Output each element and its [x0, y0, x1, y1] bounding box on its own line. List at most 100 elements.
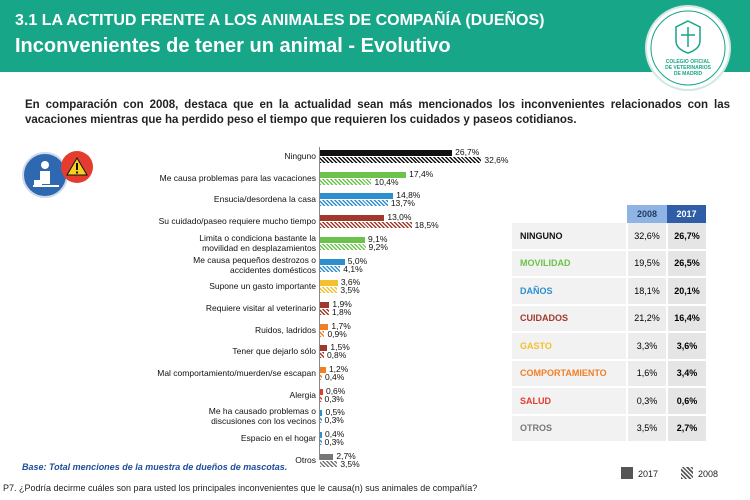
category-label: Otros — [295, 454, 316, 465]
base-note: Base: Total menciones de la muestra de d… — [22, 462, 288, 472]
legend-label-2008: 2008 — [698, 469, 719, 479]
bar-2017 — [320, 323, 329, 330]
value-label-2008: 0,3% — [324, 393, 344, 404]
value-label-2017: 2,7% — [336, 450, 356, 461]
table-row-label: SALUD — [512, 387, 627, 416]
value-label-2008: 1,8% — [331, 306, 352, 317]
category-label: Espacio en el hogar — [240, 433, 316, 444]
category-label: Supone un gasto importante — [209, 281, 316, 292]
value-label-2017: 3,6% — [340, 277, 361, 288]
value-label-2008: 9,2% — [368, 241, 388, 252]
table-row: COMPORTAMIENTO 1,6% 3,4% — [512, 359, 706, 388]
bar-2008 — [320, 222, 412, 229]
logo-text-line: COLEGIO OFICIAL — [665, 59, 711, 65]
table-cell-2008: 21,2% — [626, 304, 667, 333]
table-cell-2017: 0,6% — [666, 387, 706, 416]
bar-2008 — [320, 243, 366, 250]
table-row-label: COMPORTAMIENTO — [512, 359, 627, 388]
value-label-2017: 0,4% — [324, 429, 345, 440]
value-label-2017: 17,4% — [409, 168, 434, 179]
bar-2008 — [320, 308, 329, 315]
table-row-label: GASTO — [512, 332, 627, 361]
value-label-2017: 0,6% — [325, 385, 346, 396]
table-cell-2017: 3,6% — [666, 332, 706, 361]
table-row-label: MOVILIDAD — [512, 249, 627, 278]
value-label-2008: 0,8% — [326, 350, 347, 361]
summary-table: 2008 2017 NINGUNO 32,6% 26,7% MOVILIDAD 19,5… — [512, 205, 706, 443]
table-cell-2017: 20,1% — [666, 277, 706, 306]
value-label-2017: 1,5% — [330, 342, 350, 353]
category-label: Limita o condiciona bastante la movilida… — [199, 232, 316, 253]
value-label-2017: 9,1% — [368, 233, 388, 244]
table-cell-2008: 18,1% — [626, 277, 667, 306]
category-label: Me ha causado problemas o discusiones co… — [208, 406, 316, 427]
value-label-2008: 0,4% — [324, 372, 345, 382]
table-cell-2008: 3,5% — [626, 414, 667, 443]
table-cell-2008: 19,5% — [626, 249, 667, 278]
table-cell-2017: 26,5% — [666, 249, 706, 278]
table-cell-2017: 16,4% — [666, 304, 706, 333]
college-logo: COLEGIO OFICIAL DE VETERINARIOS DE MADRI… — [645, 5, 731, 91]
page-title: Inconvenientes de tener un animal - Evol… — [15, 35, 451, 57]
table-header-2017: 2017 — [667, 205, 706, 223]
category-label: Mal comportamiento/muerden/se escapan — [157, 368, 316, 378]
bar-2017 — [320, 215, 385, 222]
value-label-2017: 13,0% — [387, 212, 412, 223]
category-label: Alergia — [289, 389, 316, 400]
value-label-2017: 1,2% — [328, 364, 349, 374]
bar-2008 — [320, 417, 322, 424]
intro-paragraph: En comparación con 2008, destaca que en … — [25, 99, 730, 126]
category-label: Ruidos, ladridos — [255, 324, 316, 335]
table-row: DAÑOS 18,1% 20,1% — [512, 277, 706, 306]
bar-2017 — [320, 453, 334, 460]
bar-2017 — [320, 367, 326, 373]
table-cell-2008: 32,6% — [626, 223, 667, 251]
bar-2017 — [320, 171, 407, 178]
table-row: SALUD 0,3% 0,6% — [512, 387, 706, 416]
warning-icon — [61, 151, 93, 183]
bar-2008 — [320, 460, 338, 467]
value-label-2017: 1,7% — [331, 320, 351, 331]
bar-2008 — [320, 287, 338, 294]
category-label: Ensucia/desordena la casa — [213, 194, 316, 205]
bar-2017 — [320, 193, 394, 200]
bar-2008 — [320, 157, 482, 163]
bar-2008 — [320, 200, 388, 207]
value-label-2008: 10,4% — [374, 176, 399, 187]
bar-2017 — [320, 432, 322, 439]
category-label: Ninguno — [284, 151, 316, 161]
category-label: Tener que dejarlo sólo — [232, 346, 316, 357]
value-label-2008: 13,7% — [390, 198, 415, 209]
table-cell-2008: 1,6% — [626, 359, 667, 388]
table-row-label: NINGUNO — [512, 223, 627, 251]
survey-question: P7. ¿Podría decirme cuáles son para uste… — [3, 483, 478, 493]
bar-2017 — [320, 410, 323, 417]
table-row: GASTO 3,3% 3,6% — [512, 332, 706, 361]
table-header-2008: 2008 — [627, 205, 667, 223]
header-band: 3.1 LA ACTITUD FRENTE A LOS ANIMALES DE … — [0, 0, 750, 72]
table-cell-2008: 0,3% — [626, 387, 667, 416]
value-label-2008: 18,5% — [414, 220, 439, 231]
table-row-label: OTROS — [512, 414, 627, 443]
table-row-label: CUIDADOS — [512, 304, 627, 333]
value-label-2017: 14,8% — [396, 190, 421, 201]
category-label: Su cuidado/paseo requiere mucho tiempo — [158, 216, 316, 227]
table-row: MOVILIDAD 19,5% 26,5% — [512, 249, 706, 278]
value-label-2017: 26,7% — [455, 147, 480, 157]
value-label-2008: 0,3% — [324, 415, 344, 426]
table-row: OTROS 3,5% 2,7% — [512, 414, 706, 443]
chart-axis-line — [319, 147, 320, 460]
bar-2017 — [320, 301, 330, 308]
bar-2008 — [320, 439, 322, 446]
section-title: 3.1 LA ACTITUD FRENTE A LOS ANIMALES DE … — [15, 12, 545, 29]
value-label-2017: 5,0% — [347, 255, 368, 266]
value-label-2008: 32,6% — [484, 155, 509, 165]
category-label: Me causa pequeños destrozos o accidentes… — [193, 254, 316, 275]
value-label-2008: 3,5% — [340, 285, 360, 296]
category-label: Me causa problemas para las vacaciones — [159, 172, 316, 183]
value-label-2008: 0,3% — [324, 437, 344, 448]
legend-label-2017: 2017 — [638, 469, 659, 479]
logo-text-line: DE MADRID — [673, 71, 703, 77]
bar-2017 — [320, 236, 366, 243]
table-cell-2008: 3,3% — [626, 332, 667, 361]
